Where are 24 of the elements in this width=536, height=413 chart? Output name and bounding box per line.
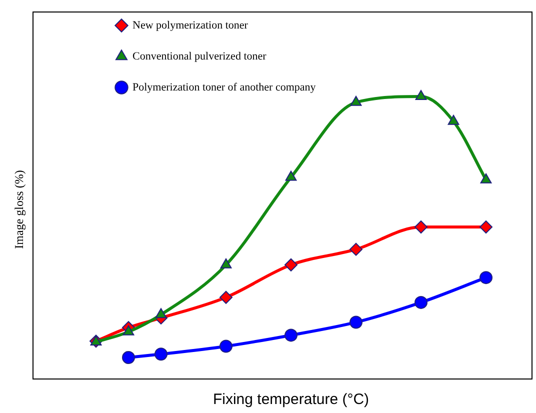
point <box>220 258 232 268</box>
point <box>415 90 427 100</box>
legend-label: Conventional pulverized toner <box>132 50 267 62</box>
point <box>285 170 297 181</box>
point <box>350 316 362 329</box>
legend-label: Polymerization toner of another company <box>132 81 316 94</box>
x-axis-title: Fixing temperature (°C) <box>212 391 370 408</box>
point <box>155 308 167 318</box>
point <box>480 220 492 234</box>
point <box>480 271 492 284</box>
legend-label: New polymerization toner <box>132 19 248 32</box>
point <box>220 340 232 353</box>
point <box>284 328 298 342</box>
point <box>284 258 298 272</box>
point <box>122 351 135 364</box>
point <box>154 348 168 361</box>
point <box>350 242 362 256</box>
point <box>448 114 460 125</box>
point <box>414 296 428 309</box>
y-axis-title: Image gloss (%) <box>12 170 26 249</box>
point <box>220 290 232 304</box>
point <box>350 96 362 106</box>
point <box>414 220 428 234</box>
point <box>480 173 492 184</box>
